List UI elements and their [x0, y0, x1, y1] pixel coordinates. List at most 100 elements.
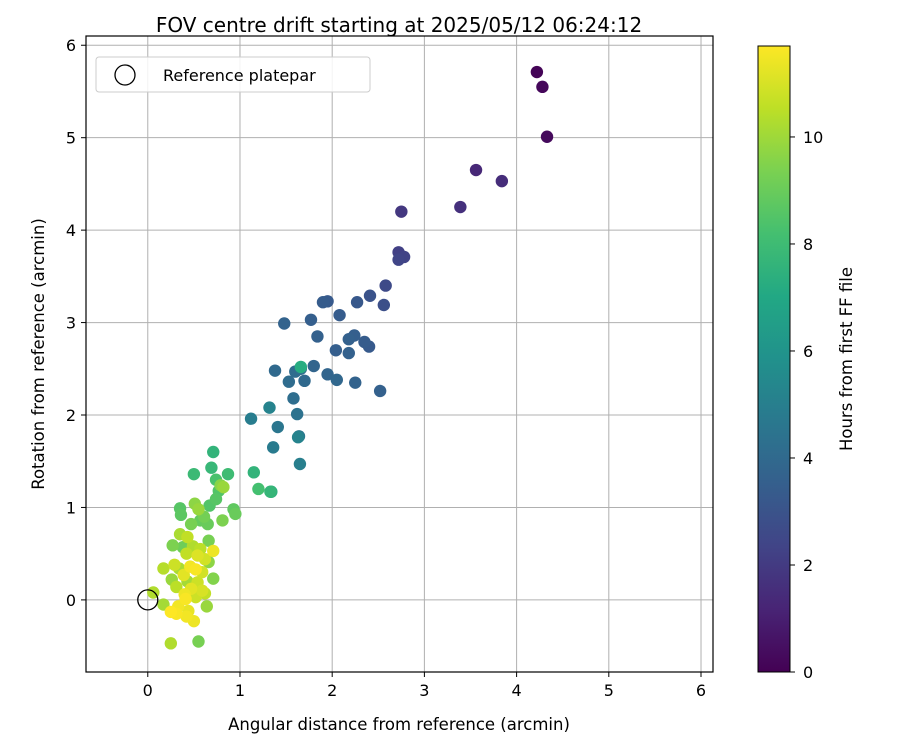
y-tick-label: 4: [66, 221, 76, 240]
data-point: [469, 163, 483, 177]
x-tick-label: 4: [512, 681, 522, 700]
data-point: [495, 174, 509, 188]
x-tick-label: 2: [327, 681, 337, 700]
y-tick-label: 1: [66, 498, 76, 517]
x-tick-label: 1: [235, 681, 245, 700]
data-point: [180, 610, 193, 623]
data-point: [540, 130, 554, 143]
data-point: [189, 563, 202, 576]
data-point: [181, 530, 194, 544]
colorbar-tick-label: 10: [803, 128, 823, 147]
data-point: [157, 562, 170, 575]
data-point: [330, 373, 343, 387]
data-point: [307, 359, 320, 373]
data-point: [293, 457, 307, 471]
data-point: [342, 346, 355, 360]
legend-box: [95, 56, 371, 93]
reference-marker: [137, 589, 159, 611]
data-point: [536, 80, 549, 94]
data-point: [266, 441, 280, 454]
data-point: [195, 584, 209, 597]
colorbar-label: Hours from first FF file: [837, 267, 856, 451]
colorbar-gradient: [757, 45, 791, 673]
data-points: [147, 65, 554, 650]
data-point: [191, 549, 204, 562]
data-point: [278, 317, 291, 330]
colorbar-tick-label: 8: [803, 235, 813, 254]
data-point: [373, 384, 387, 398]
data-point: [192, 503, 205, 516]
y-tick-label: 2: [66, 406, 76, 425]
data-point: [164, 637, 178, 650]
y-tick-label: 6: [66, 36, 76, 55]
data-point: [229, 507, 242, 521]
y-tick-label: 5: [66, 129, 76, 148]
data-point: [170, 580, 183, 594]
x-tick-label: 3: [419, 681, 429, 700]
legend-entry-reference: Reference platepar: [163, 66, 316, 85]
data-point: [174, 508, 188, 522]
data-point: [454, 200, 467, 214]
chart-title: FOV centre drift starting at 2025/05/12 …: [156, 13, 642, 37]
data-point: [304, 313, 318, 326]
data-point: [395, 205, 408, 218]
data-point: [311, 330, 324, 343]
data-point: [180, 547, 193, 560]
data-point: [329, 344, 343, 357]
data-point: [268, 364, 282, 377]
data-point: [184, 517, 198, 531]
data-point: [298, 374, 311, 388]
data-point: [187, 467, 201, 481]
data-point: [271, 420, 284, 434]
reference-point: [137, 589, 159, 611]
colorbar-tick-label: 2: [803, 556, 813, 575]
y-axis-label: Rotation from reference (arcmin): [29, 218, 48, 490]
data-point: [282, 375, 296, 388]
colorbar-tick-label: 6: [803, 342, 813, 361]
legend[interactable]: Reference platepar: [95, 56, 371, 93]
x-tick-label: 6: [696, 681, 706, 700]
data-point: [179, 592, 192, 606]
y-tick-label: 3: [66, 314, 76, 333]
data-point: [200, 600, 213, 613]
data-point: [209, 492, 223, 506]
x-axis-label: Angular distance from reference (arcmin): [228, 715, 570, 734]
data-point: [379, 279, 392, 292]
x-tick-label: 0: [143, 681, 153, 700]
x-axis-ticks: 0 1 2 3 4 5 6: [143, 672, 706, 700]
data-point: [377, 298, 391, 312]
data-point: [217, 480, 230, 494]
data-point: [333, 308, 346, 322]
data-point: [164, 605, 178, 619]
colorbar-tick-label: 4: [803, 449, 813, 468]
data-point: [290, 407, 304, 421]
data-point: [264, 485, 277, 498]
data-point: [287, 392, 300, 405]
data-point: [316, 296, 330, 309]
data-point: [221, 467, 235, 481]
data-point: [207, 445, 220, 459]
grid-lines: [86, 36, 713, 672]
colorbar: 0 2 4 6 8 10 Hours from first FF file: [757, 45, 856, 682]
data-point: [252, 482, 265, 496]
data-point: [207, 572, 220, 585]
data-point: [177, 568, 190, 582]
colorbar-tick-label: 0: [803, 663, 813, 682]
data-point: [216, 514, 229, 527]
data-point: [321, 368, 334, 381]
data-point: [247, 466, 261, 479]
y-axis-ticks: 0 1 2 3 4 5 6: [66, 36, 86, 610]
data-point: [350, 296, 364, 309]
data-point: [192, 635, 205, 648]
data-point: [291, 430, 305, 444]
data-point: [263, 401, 276, 414]
data-point: [349, 376, 362, 389]
data-point: [342, 333, 355, 346]
data-point: [207, 544, 220, 558]
colorbar-ticks: 0 2 4 6 8 10: [790, 128, 823, 682]
data-point: [205, 461, 218, 474]
data-point: [294, 360, 308, 374]
data-point: [202, 534, 215, 547]
